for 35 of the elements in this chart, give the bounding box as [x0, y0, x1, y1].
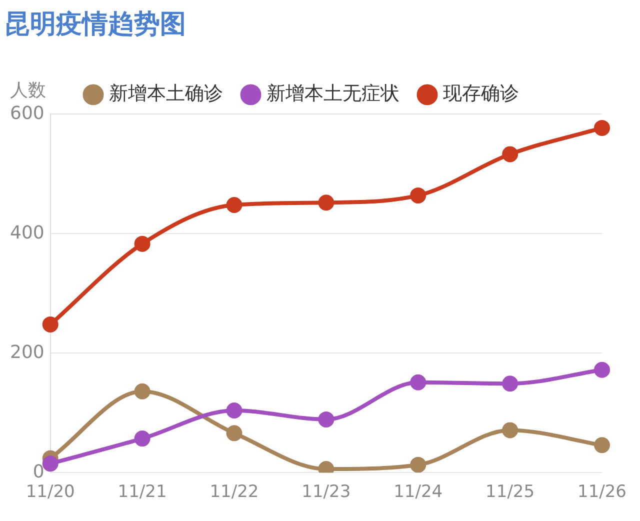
point: [226, 196, 242, 213]
legend-label: 新增本土无症状: [266, 82, 400, 105]
point: [410, 456, 426, 473]
legend-label: 新增本土确诊: [108, 82, 223, 105]
point: [226, 402, 242, 418]
point: [134, 383, 150, 400]
y-tick-label: 200: [10, 342, 44, 363]
point: [502, 422, 518, 438]
point: [42, 456, 58, 472]
point: [410, 187, 426, 204]
y-axis-title: 人数: [10, 80, 46, 101]
y-tick-label: 0: [32, 461, 44, 482]
point: [318, 194, 334, 211]
x-tick-label: 11/20: [26, 482, 75, 502]
point: [410, 374, 426, 390]
y-tick-label: 400: [10, 222, 44, 244]
point: [594, 120, 610, 136]
point: [226, 425, 242, 442]
x-tick-label: 11/25: [486, 482, 535, 502]
x-tick-label: 11/22: [210, 482, 259, 502]
point: [318, 411, 334, 428]
point: [502, 146, 518, 162]
point: [134, 236, 150, 252]
point: [502, 376, 518, 392]
point: [594, 362, 610, 378]
x-tick-label: 11/23: [302, 482, 351, 502]
point: [134, 430, 150, 447]
point: [594, 437, 610, 454]
y-tick-label: 600: [10, 102, 44, 124]
x-tick-label: 11/21: [118, 482, 167, 502]
point: [42, 316, 58, 332]
legend-label: 现存确诊: [442, 82, 519, 105]
x-tick-label: 11/24: [394, 482, 443, 502]
x-tick-label: 11/26: [578, 482, 626, 502]
chart-title: 昆明疫情趋势图: [4, 9, 186, 40]
